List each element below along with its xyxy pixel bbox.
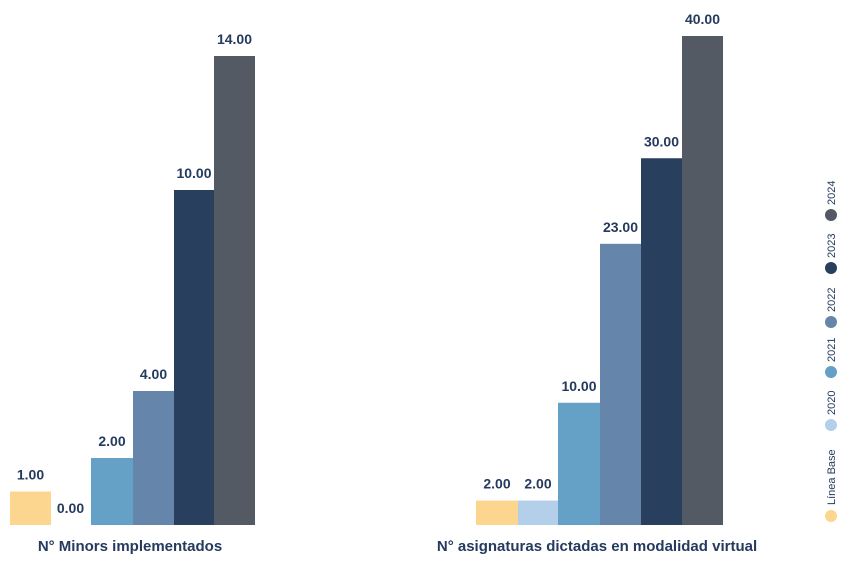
virtual-bar-2021 xyxy=(558,402,600,525)
minors-value-label: 2.00 xyxy=(98,433,125,449)
minors-value-label: 1.00 xyxy=(17,467,44,483)
virtual-value-label: 40.00 xyxy=(685,11,720,27)
virtual-bar-l-nea-base xyxy=(476,500,518,525)
virtual-bar-2022 xyxy=(600,243,641,525)
legend-label-2022: 2022 xyxy=(826,288,838,312)
virtual-value-label: 2.00 xyxy=(483,476,510,492)
minors-chart-title: N° Minors implementados xyxy=(38,538,222,555)
virtual-value-label: 10.00 xyxy=(561,378,596,394)
legend-label-2024: 2024 xyxy=(826,181,838,205)
legend-dot-2020 xyxy=(825,419,837,431)
legend-label-linea-base: Línea Base xyxy=(826,449,838,505)
legend-label-2021: 2021 xyxy=(826,338,838,362)
minors-value-label: 10.00 xyxy=(176,165,211,181)
legend-dot-2021 xyxy=(825,366,837,378)
virtual-bar-2024 xyxy=(682,36,723,525)
minors-bar-2021 xyxy=(91,458,133,525)
virtual-value-label: 2.00 xyxy=(524,476,551,492)
minors-value-label: 4.00 xyxy=(140,366,167,382)
legend-dot-linea-base xyxy=(825,510,837,522)
virtual-bar-2020 xyxy=(518,500,558,525)
minors-value-label: 0.00 xyxy=(57,500,84,516)
minors-bar-2022 xyxy=(133,391,174,525)
legend-dot-2024 xyxy=(825,209,837,221)
minors-value-label: 14.00 xyxy=(217,31,252,47)
legend: Línea Base 2020 2021 2022 2023 2024 xyxy=(825,181,838,522)
legend-label-2020: 2020 xyxy=(826,391,838,415)
legend-dot-2022 xyxy=(825,316,837,328)
virtual-value-label: 23.00 xyxy=(603,219,638,235)
virtual-bar-2023 xyxy=(641,158,682,525)
minors-bar-l-nea-base xyxy=(10,491,51,525)
virtual-chart-title: N° asignaturas dictadas en modalidad vir… xyxy=(437,538,757,555)
virtual-value-label: 30.00 xyxy=(644,133,679,149)
minors-bar-2023 xyxy=(174,190,214,525)
minors-bar-2024 xyxy=(214,56,255,525)
legend-label-2023: 2023 xyxy=(826,234,838,258)
minors-chart: 1.00 0.00 2.00 4.00 10.00 14.00 N° Minors impl… xyxy=(10,31,255,555)
legend-dot-2023 xyxy=(825,262,837,274)
virtual-courses-chart: 2.00 2.00 10.00 23.00 30.00 40.00 N° asignatur… xyxy=(437,11,757,555)
